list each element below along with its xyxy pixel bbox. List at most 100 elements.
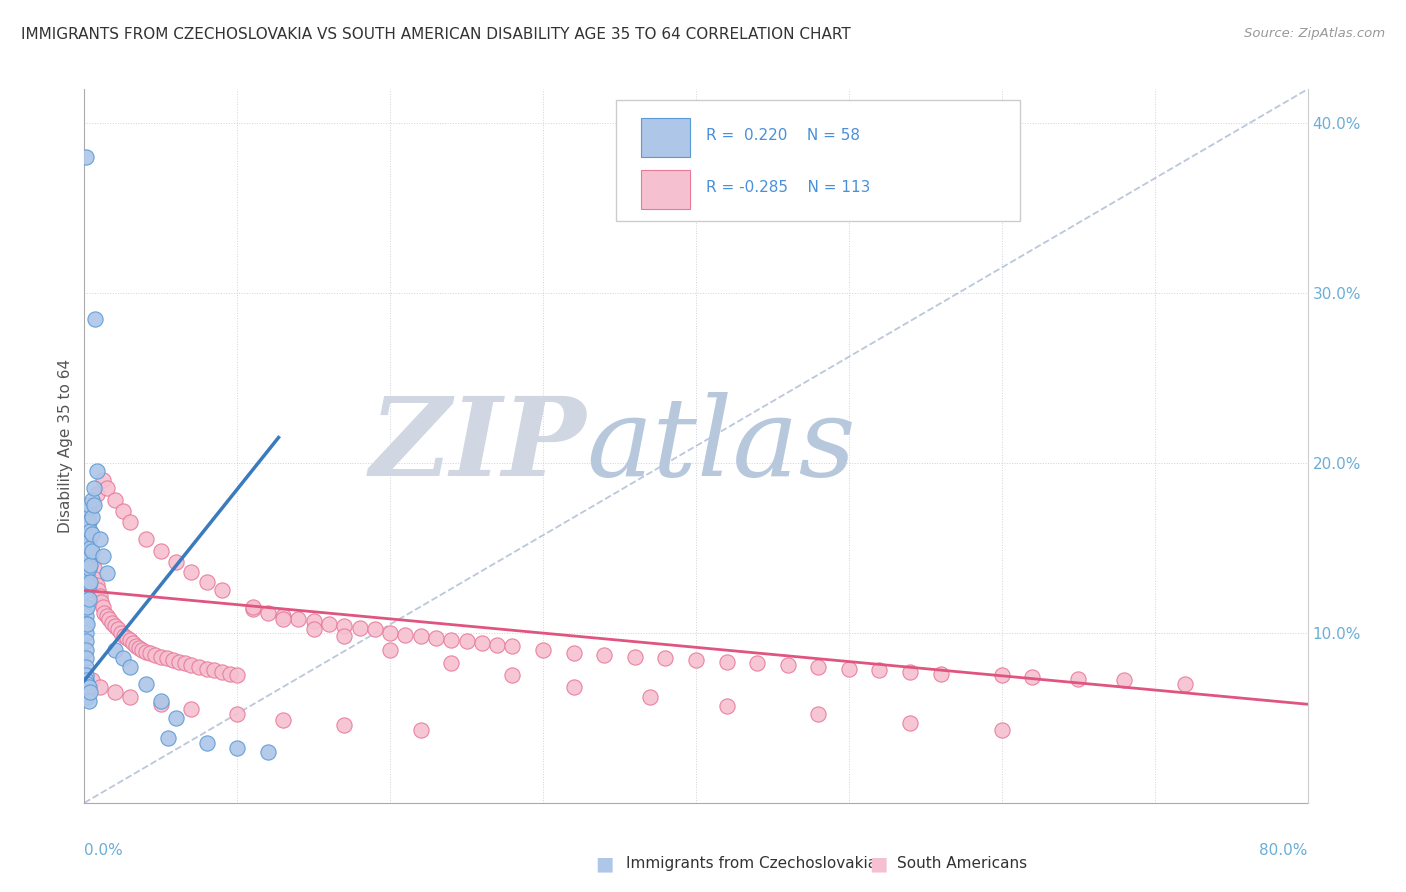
Point: [502, 640, 524, 654]
Point: [91, 549, 114, 564]
Point: [107, 623, 129, 637]
Point: [195, 662, 218, 676]
Point: [83, 482, 105, 496]
Point: [77, 591, 100, 606]
Point: [77, 680, 100, 694]
Point: [75, 617, 97, 632]
Point: [624, 649, 647, 664]
Point: [202, 663, 225, 677]
Point: [80, 493, 103, 508]
Point: [929, 666, 952, 681]
Point: [96, 566, 118, 581]
Point: [562, 680, 585, 694]
Point: [440, 632, 463, 647]
Point: [318, 617, 340, 632]
Point: [77, 499, 100, 513]
Point: [76, 555, 98, 569]
Point: [91, 473, 114, 487]
Point: [211, 665, 233, 679]
Point: [271, 612, 294, 626]
Point: [83, 499, 105, 513]
Point: [226, 707, 249, 722]
Point: [86, 578, 108, 592]
Point: [104, 643, 127, 657]
Point: [257, 606, 280, 620]
Point: [165, 711, 187, 725]
Point: [156, 651, 179, 665]
Point: [97, 612, 120, 626]
Point: [1114, 673, 1136, 688]
Point: [242, 602, 264, 616]
Bar: [641, 118, 690, 157]
Point: [87, 583, 110, 598]
Point: [302, 614, 325, 628]
Point: [75, 626, 97, 640]
Point: [104, 619, 127, 633]
Point: [807, 660, 830, 674]
Point: [111, 651, 134, 665]
Point: [685, 653, 707, 667]
Point: [115, 631, 138, 645]
Point: [425, 631, 447, 645]
Point: [838, 662, 860, 676]
Point: [333, 629, 356, 643]
Point: [302, 623, 325, 637]
Point: [75, 600, 97, 615]
Point: [380, 643, 402, 657]
Point: [271, 713, 294, 727]
Text: Source: ZipAtlas.com: Source: ZipAtlas.com: [1244, 27, 1385, 40]
Point: [75, 668, 97, 682]
Point: [122, 636, 145, 650]
Point: [991, 723, 1014, 737]
Point: [394, 627, 416, 641]
Point: [96, 608, 118, 623]
Point: [77, 533, 100, 547]
Point: [93, 606, 115, 620]
Point: [188, 660, 211, 674]
Point: [149, 694, 172, 708]
Point: [84, 311, 107, 326]
Point: [747, 657, 769, 671]
Point: [349, 621, 371, 635]
Point: [776, 658, 799, 673]
Point: [149, 649, 172, 664]
Point: [135, 644, 157, 658]
Point: [1067, 672, 1090, 686]
Point: [716, 655, 738, 669]
Point: [84, 572, 107, 586]
Point: [120, 632, 142, 647]
Point: [77, 578, 100, 592]
Point: [77, 694, 100, 708]
Point: [89, 533, 111, 547]
Point: [1174, 677, 1197, 691]
Point: [80, 499, 103, 513]
Point: [898, 665, 921, 679]
Point: [79, 558, 101, 572]
Point: [80, 555, 103, 569]
Point: [83, 561, 105, 575]
Point: [143, 648, 166, 662]
Text: Immigrants from Czechoslovakia: Immigrants from Czechoslovakia: [626, 856, 877, 871]
Point: [76, 690, 98, 705]
Point: [111, 503, 134, 517]
Point: [120, 690, 142, 705]
Point: [471, 636, 494, 650]
Text: IMMIGRANTS FROM CZECHOSLOVAKIA VS SOUTH AMERICAN DISABILITY AGE 35 TO 64 CORRELA: IMMIGRANTS FROM CZECHOSLOVAKIA VS SOUTH …: [21, 27, 851, 42]
Point: [75, 660, 97, 674]
Point: [593, 648, 616, 662]
Point: [75, 150, 97, 164]
Point: [271, 608, 294, 623]
Point: [76, 566, 98, 581]
Point: [75, 608, 97, 623]
Point: [120, 516, 142, 530]
Point: [112, 629, 135, 643]
Point: [75, 643, 97, 657]
Point: [75, 673, 97, 688]
Point: [531, 643, 554, 657]
Point: [333, 619, 356, 633]
Point: [167, 655, 190, 669]
Point: [364, 623, 387, 637]
Point: [76, 617, 98, 632]
Point: [456, 634, 478, 648]
Point: [101, 615, 124, 630]
